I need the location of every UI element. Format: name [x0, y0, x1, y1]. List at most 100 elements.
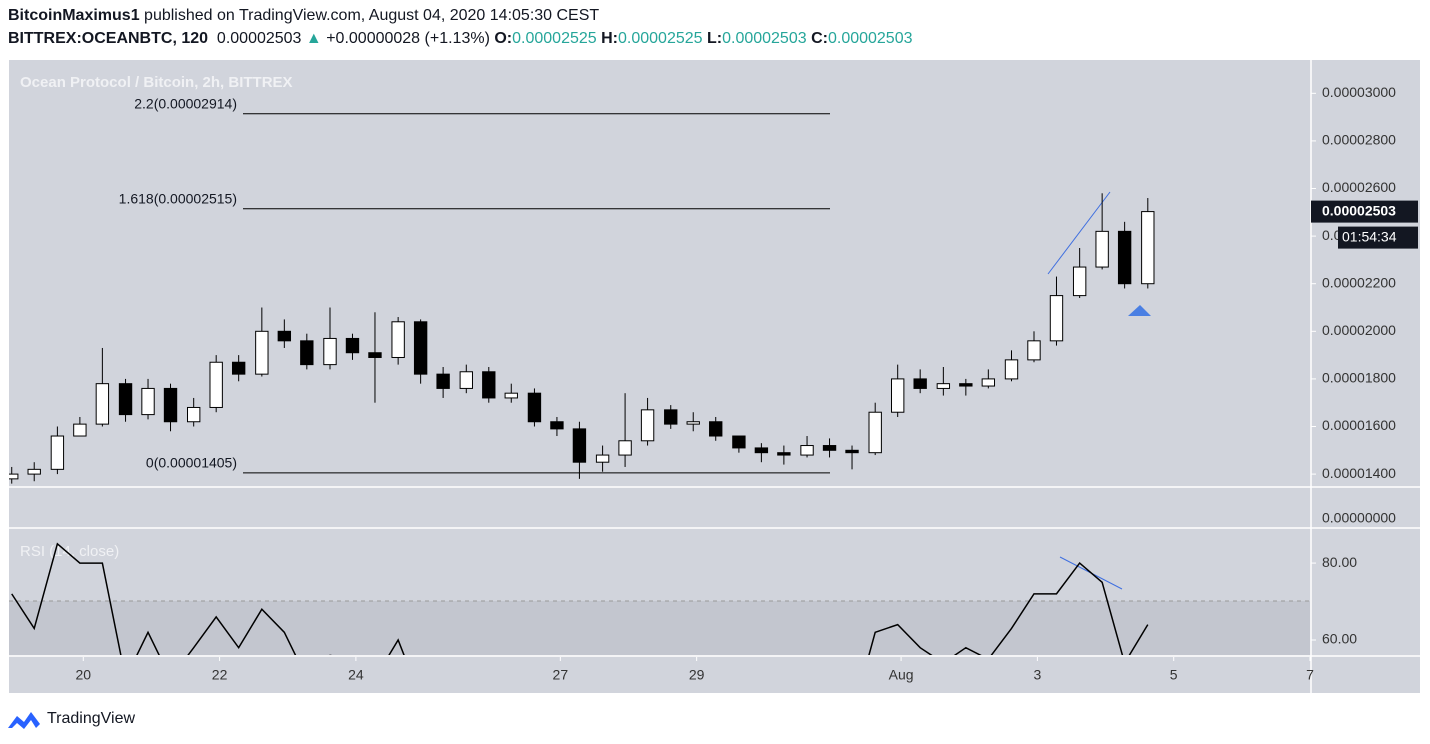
x-tick-label: 22 — [212, 667, 228, 683]
header-line-2: BITTREX:OCEANBTC, 120 0.00002503 ▲ +0.00… — [8, 30, 913, 48]
logo: TradingView — [8, 710, 135, 729]
price: 0.00002503 — [216, 30, 302, 47]
candle-body — [436, 373, 450, 389]
ohlc-key: H: — [601, 30, 618, 47]
candle-body — [664, 409, 678, 425]
change: +0.00000028 (+1.13%) — [326, 30, 490, 47]
candle-body — [255, 330, 269, 375]
logo-icon — [8, 712, 40, 729]
y-tick-label: 0.00002600 — [1322, 179, 1396, 195]
symbol: BITTREX:OCEANBTC, 120 — [8, 30, 209, 47]
candle-body — [345, 337, 360, 354]
candle-body — [231, 361, 246, 375]
y-tick-label: 0.00000000 — [1322, 510, 1396, 526]
candle-body — [891, 378, 905, 413]
rsi-band — [9, 601, 1310, 655]
candle-body — [800, 445, 814, 456]
ohlc-value: 0.00002503 — [722, 30, 807, 47]
ohlc-value: 0.00002503 — [827, 30, 913, 47]
ohlc-key: C: — [811, 30, 828, 47]
candle-body — [640, 409, 655, 442]
candle-body — [981, 378, 996, 387]
candle-body — [936, 383, 951, 389]
candle-body — [277, 330, 292, 342]
candle-body — [1027, 340, 1041, 361]
candle-body — [482, 371, 496, 399]
signal-triangle — [1128, 305, 1151, 316]
candle-body — [550, 421, 564, 430]
candle-body — [595, 454, 610, 463]
candle-body — [118, 383, 133, 416]
candle-body — [300, 340, 314, 366]
candle-body — [1049, 295, 1064, 342]
y-tick-label: 0.00001800 — [1322, 370, 1396, 386]
candle-body — [9, 473, 19, 480]
trend-line — [1047, 191, 1111, 275]
candle-body — [504, 392, 518, 399]
candle-body — [413, 321, 428, 375]
candle-body — [50, 435, 65, 470]
candles — [9, 193, 1155, 484]
candle-body — [686, 421, 700, 425]
x-tick-label: Aug — [889, 667, 914, 683]
last-price-tag — [1311, 200, 1418, 223]
candle-body — [572, 428, 587, 463]
countdown: 01:54:34 — [1342, 228, 1397, 244]
x-tick-label: 24 — [348, 667, 364, 683]
candle-body — [323, 337, 337, 366]
brand: TradingView — [47, 710, 135, 727]
fib-label: 2.2(0.00002914) — [134, 95, 237, 111]
rsi-tick-label: 80.00 — [1322, 554, 1357, 570]
candle-body — [845, 449, 859, 454]
candle-body — [141, 387, 155, 416]
candle-body — [709, 421, 723, 437]
candle-body — [754, 447, 769, 454]
candle-body — [1141, 211, 1155, 285]
header-line-1: BitcoinMaximus1 published on TradingView… — [8, 7, 599, 25]
x-tick-label: 20 — [75, 667, 91, 683]
x-tick-label: 29 — [689, 667, 705, 683]
ohlc-value: 0.00002525 — [512, 30, 597, 47]
countdown-tag — [1338, 226, 1418, 249]
author: BitcoinMaximus1 — [8, 7, 140, 24]
candle-body — [459, 371, 473, 389]
candle-body — [368, 352, 382, 358]
candle-body — [209, 361, 223, 408]
candle-body — [777, 452, 791, 456]
candle-body — [527, 392, 542, 423]
chart-background — [9, 60, 1420, 693]
candle-body — [95, 383, 110, 425]
ohlc-key: O: — [494, 30, 513, 47]
y-tick-label: 0.00002800 — [1322, 132, 1396, 148]
candle-body — [959, 383, 973, 387]
candle-body — [1117, 230, 1132, 285]
rsi-tick-label: 60.00 — [1322, 631, 1357, 647]
candle-body — [1072, 266, 1087, 297]
candle-body — [73, 423, 87, 437]
y-tick-label: 0.00002200 — [1322, 274, 1396, 290]
chart-title: Ocean Protocol / Bitcoin, 2h, BITTREX — [20, 74, 293, 91]
ohlc-key: L: — [706, 30, 723, 47]
y-tick-label: 0.00001600 — [1322, 417, 1396, 433]
x-tick-label: 7 — [1306, 667, 1314, 683]
x-tick-label: 3 — [1033, 667, 1041, 683]
published: published on TradingView.com, August 04,… — [144, 7, 600, 24]
rsi-title: RSI (14, close) — [20, 543, 119, 560]
x-tick-label: 27 — [553, 667, 569, 683]
candle-body — [1095, 230, 1109, 268]
y-tick-label: 0.00003000 — [1322, 84, 1396, 100]
y-tick-label: 0.00001400 — [1322, 465, 1396, 481]
last-price-label: 0.00002503 — [1322, 202, 1396, 218]
candle-body — [822, 445, 837, 451]
ohlc-value: 0.00002525 — [618, 30, 703, 47]
candle-body — [391, 321, 405, 358]
y-tick-label: 0.00002000 — [1322, 322, 1396, 338]
arrow: ▲ — [305, 30, 322, 47]
x-tick-label: 5 — [1170, 667, 1178, 683]
candle-body — [1004, 359, 1019, 380]
candle-body — [913, 378, 927, 389]
candle-body — [163, 387, 178, 423]
rsi-line — [11, 542, 1149, 655]
